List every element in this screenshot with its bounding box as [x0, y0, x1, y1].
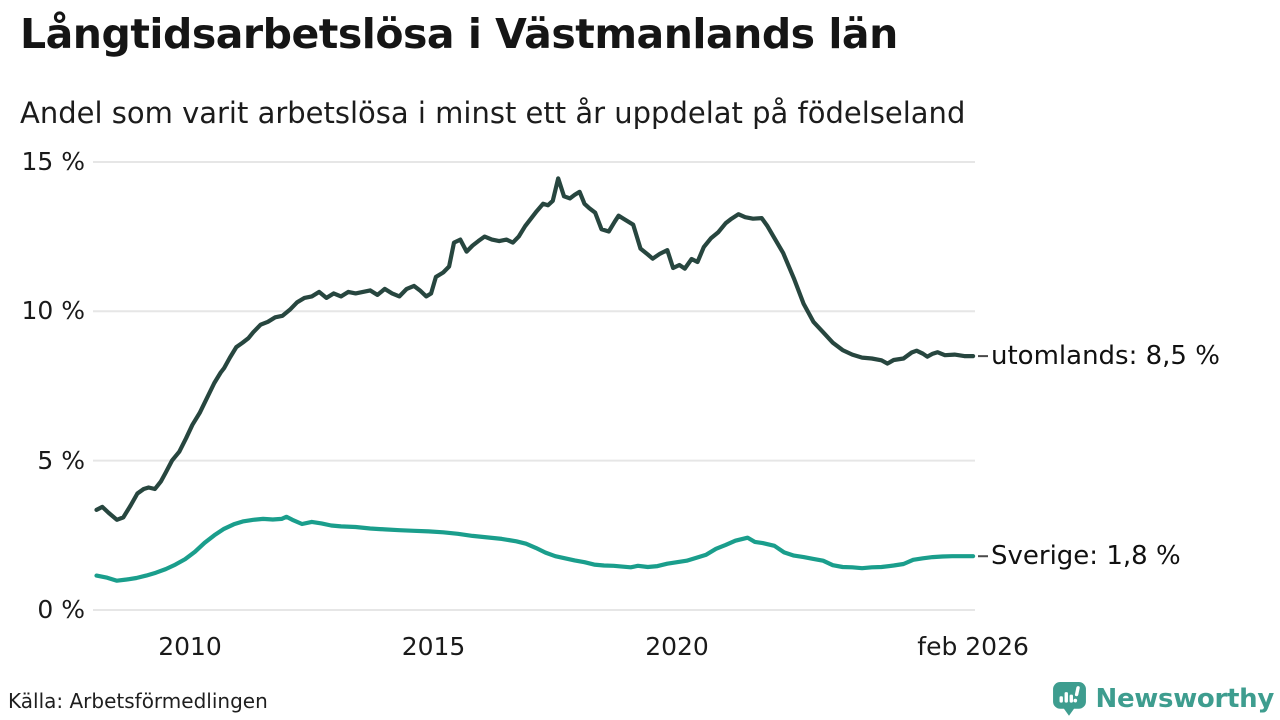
series-label-utomlands: utomlands: 8,5 % [991, 341, 1220, 372]
x-axis-tick-label: 2015 [401, 632, 466, 661]
x-axis-tick-label: feb 2026 [917, 632, 1029, 661]
x-axis-tick-label: 2020 [645, 632, 709, 661]
y-axis-tick-label: 15 % [21, 146, 85, 176]
page-title: Långtidsarbetslösa i Västmanlands län [20, 10, 898, 58]
x-axis-tick-label: 2010 [158, 632, 222, 661]
series-line-sverige [94, 514, 976, 583]
chart-subtitle: Andel som varit arbetslösa i minst ett å… [20, 96, 966, 130]
source-note: Källa: Arbetsförmedlingen [8, 689, 268, 713]
y-axis-tick-label: 5 % [37, 445, 85, 475]
newsworthy-wordmark: Newsworthy [1095, 683, 1275, 714]
series-label-sverige: Sverige: 1,8 % [991, 541, 1181, 572]
newsworthy-logo[interactable]: Newsworthy [1051, 680, 1274, 717]
newsworthy-bubble-chart-icon [1052, 682, 1086, 716]
y-axis-tick-label: 0 % [37, 595, 85, 624]
y-axis-tick-label: 10 % [21, 296, 85, 326]
series-line-utomlands [94, 176, 976, 522]
